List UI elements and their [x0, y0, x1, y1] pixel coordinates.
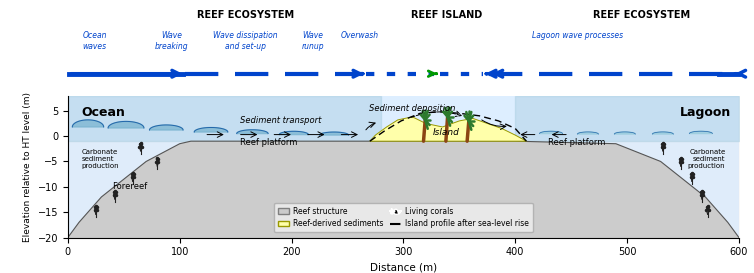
X-axis label: Distance (m): Distance (m)	[369, 263, 437, 273]
Text: Carbonate
sediment
production: Carbonate sediment production	[688, 149, 725, 169]
Text: Wave
breaking: Wave breaking	[155, 31, 188, 51]
Polygon shape	[195, 127, 228, 132]
Text: Island: Island	[433, 127, 459, 136]
Y-axis label: Elevation relative to HT level (m): Elevation relative to HT level (m)	[23, 91, 32, 242]
Polygon shape	[540, 131, 562, 133]
Text: Lagoon: Lagoon	[680, 106, 731, 119]
Text: REEF ECOSYSTEM: REEF ECOSYSTEM	[197, 10, 294, 20]
Text: Reef platform: Reef platform	[241, 138, 298, 147]
Polygon shape	[652, 132, 673, 134]
Polygon shape	[237, 130, 268, 133]
Polygon shape	[320, 132, 348, 135]
Text: Forereef: Forereef	[112, 182, 147, 191]
Text: Carbonate
sediment
production: Carbonate sediment production	[81, 149, 119, 169]
Text: Wave dissipation
and set-up: Wave dissipation and set-up	[213, 31, 278, 51]
Text: Reef platform: Reef platform	[548, 138, 605, 147]
Text: Sediment transport: Sediment transport	[240, 117, 321, 125]
Text: Ocean: Ocean	[81, 106, 125, 119]
Legend: Reef structure, Reef-derived sediments, Living corals, Island profile after sea-: Reef structure, Reef-derived sediments, …	[274, 203, 533, 232]
Text: Sediment deposition: Sediment deposition	[369, 104, 455, 113]
Polygon shape	[689, 131, 713, 133]
Polygon shape	[578, 132, 599, 134]
Polygon shape	[279, 131, 308, 135]
Polygon shape	[72, 120, 103, 127]
Text: Overwash: Overwash	[341, 31, 379, 40]
Polygon shape	[149, 125, 183, 130]
Text: Lagoon wave processes: Lagoon wave processes	[532, 31, 624, 40]
Text: Ocean
waves: Ocean waves	[82, 31, 107, 51]
Text: REEF ISLAND: REEF ISLAND	[412, 10, 483, 20]
Polygon shape	[108, 121, 144, 128]
Text: REEF ECOSYSTEM: REEF ECOSYSTEM	[593, 10, 690, 20]
Text: Wave
runup: Wave runup	[302, 31, 324, 51]
Polygon shape	[615, 132, 636, 134]
Polygon shape	[370, 117, 526, 141]
Polygon shape	[68, 141, 739, 263]
